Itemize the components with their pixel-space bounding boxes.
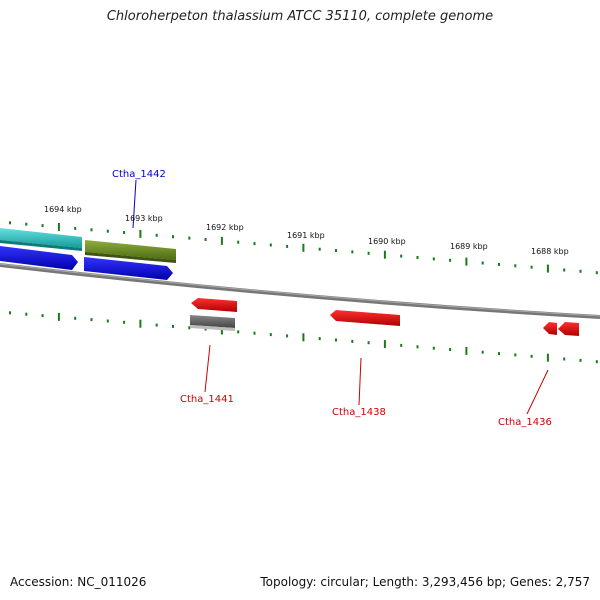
cds-feature-gray[interactable] — [190, 315, 235, 331]
lower-tick-ruler — [9, 311, 598, 364]
tick-label: 1688 kbp — [531, 247, 569, 256]
gene-label-ctha-1442[interactable]: Ctha_1442 — [112, 169, 166, 180]
cds-feature-cyan[interactable] — [0, 228, 82, 251]
gene-label-ctha-1436[interactable]: Ctha_1436 — [498, 417, 552, 428]
tick-label: 1690 kbp — [368, 237, 406, 246]
genome-title: Chloroherpeton thalassium ATCC 35110, co… — [106, 9, 494, 24]
cds-feature-blue-left[interactable] — [0, 246, 78, 270]
cds-feature-ctha-1442[interactable] — [85, 240, 176, 263]
cds-feature-ctha-1438[interactable] — [330, 310, 400, 326]
tick-label: 1689 kbp — [450, 242, 488, 251]
genome-backbone — [0, 263, 600, 319]
tick-label: 1692 kbp — [206, 223, 244, 232]
accession-label: Accession: NC_011026 — [10, 575, 147, 589]
tick-label: 1691 kbp — [287, 231, 325, 240]
genome-info-label: Topology: circular; Length: 3,293,456 bp… — [260, 575, 590, 589]
genome-backbone-highlight — [0, 263, 600, 317]
gene-label-ctha-1438[interactable]: Ctha_1438 — [332, 407, 386, 418]
upper-tick-ruler — [9, 221, 598, 275]
cds-feature-blue-right[interactable] — [84, 257, 173, 280]
tick-label: 1694 kbp — [44, 205, 82, 214]
label-leader-line — [204, 344, 211, 393]
cds-feature-ctha-1436-b[interactable] — [558, 322, 579, 336]
label-leader-line — [132, 179, 137, 229]
cds-feature-ctha-1441[interactable] — [191, 298, 237, 312]
gene-label-ctha-1441[interactable]: Ctha_1441 — [180, 394, 234, 405]
cds-feature-ctha-1436-a[interactable] — [543, 322, 557, 335]
label-leader-line — [358, 357, 362, 406]
label-leader-line — [526, 369, 549, 415]
tick-label: 1693 kbp — [125, 214, 163, 223]
